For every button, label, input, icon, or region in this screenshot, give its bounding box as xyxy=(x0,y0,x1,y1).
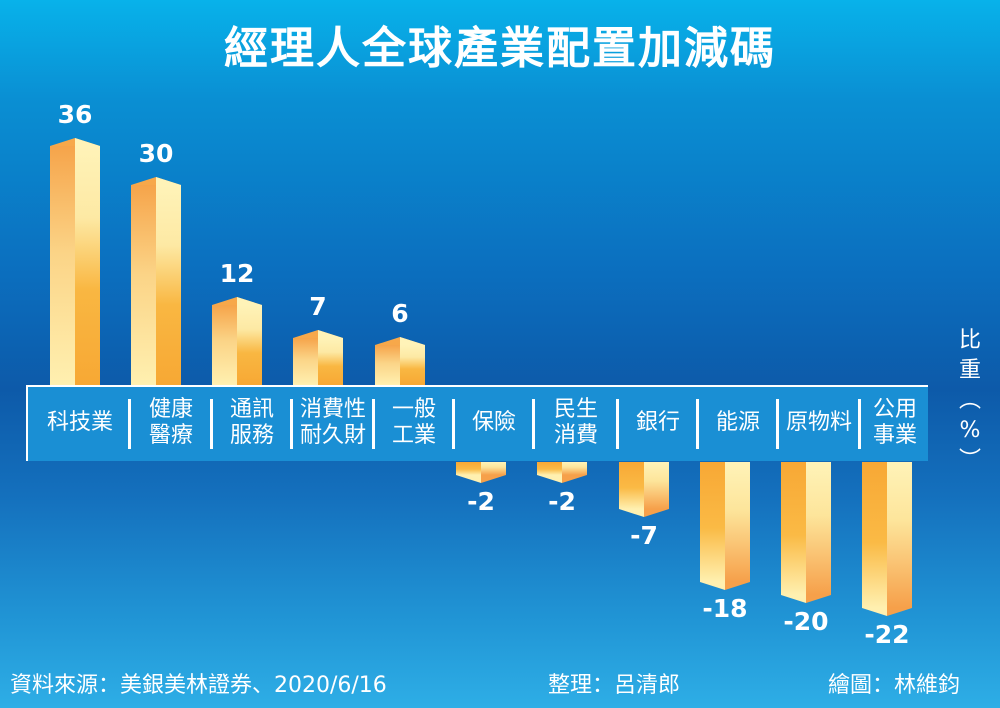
category-divider xyxy=(776,399,779,449)
bar-8 xyxy=(700,462,750,590)
value-label: -18 xyxy=(702,594,748,623)
value-label: 30 xyxy=(138,139,174,168)
value-label: 6 xyxy=(391,299,409,328)
category-label: 科技業 xyxy=(46,410,113,435)
category-label: 消費性 耐久財 xyxy=(299,397,366,448)
bar-10 xyxy=(862,462,912,616)
category-label: 原物料 xyxy=(785,410,852,435)
bar-4 xyxy=(375,337,425,385)
value-label: 7 xyxy=(309,292,327,321)
category-label: 一般 工業 xyxy=(391,397,436,448)
category-divider xyxy=(290,399,293,449)
category-divider xyxy=(128,399,131,449)
category-label: 健康 醫療 xyxy=(148,397,193,448)
editor-credit: 整理：呂清郎 xyxy=(548,673,681,698)
value-label: -2 xyxy=(548,487,576,516)
value-label: -2 xyxy=(467,487,495,516)
category-divider xyxy=(616,399,619,449)
source-note: 資料來源：美銀美林證券、2020/6/16 xyxy=(10,673,387,698)
bar-2 xyxy=(212,297,262,385)
category-label: 通訊 服務 xyxy=(229,397,274,448)
value-label: -7 xyxy=(630,521,658,550)
bar-0 xyxy=(50,138,100,385)
value-label: 12 xyxy=(219,259,255,288)
bar-1 xyxy=(131,177,181,385)
category-label: 能源 xyxy=(715,410,760,435)
y-axis-label: 比重 ︵% ︶ xyxy=(958,328,981,473)
category-divider xyxy=(696,399,699,449)
category-divider xyxy=(532,399,535,449)
category-band: 科技業 健康 醫療 通訊 服務 消費性 耐久財 一般 工業 保險 民生 消費 銀行 能源 原物料 公用 事業 xyxy=(26,385,928,461)
category-label: 銀行 xyxy=(635,410,680,435)
bar-6 xyxy=(537,462,587,483)
category-divider xyxy=(452,399,455,449)
illustrator-credit: 繪圖：林維鈞 xyxy=(828,673,961,698)
value-label: 36 xyxy=(57,100,93,129)
chart-title: 經理人全球產業配置加減碼 xyxy=(224,23,776,74)
category-label: 公用 事業 xyxy=(872,397,917,448)
bar-9 xyxy=(781,462,831,603)
category-divider xyxy=(210,399,213,449)
category-label: 保險 xyxy=(471,410,516,435)
category-label: 民生 消費 xyxy=(553,397,598,448)
category-divider xyxy=(858,399,861,449)
bar-5 xyxy=(456,462,506,483)
category-divider xyxy=(372,399,375,449)
bar-3 xyxy=(293,330,343,385)
bar-7 xyxy=(619,462,669,517)
value-label: -20 xyxy=(783,607,829,636)
value-label: -22 xyxy=(864,620,910,649)
